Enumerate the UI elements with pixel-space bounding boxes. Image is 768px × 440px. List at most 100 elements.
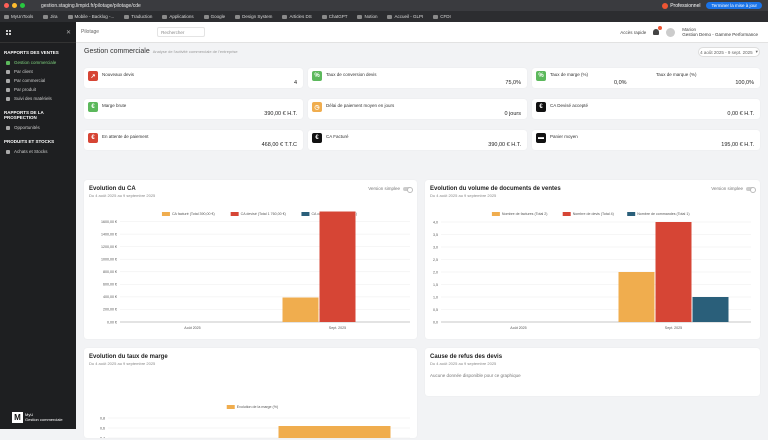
- legend-swatch: [226, 405, 235, 409]
- sidebar-item-icon: [6, 69, 10, 74]
- bookmark-item[interactable]: Accueil - GLPI: [387, 14, 423, 19]
- bell-icon[interactable]: [653, 26, 663, 35]
- kpi-value: 0 jours: [504, 111, 521, 117]
- y-tick-label: 3,5: [433, 233, 438, 237]
- simple-version-toggle[interactable]: Version simplee: [711, 186, 756, 193]
- kpi-card: € CA Devisé accepté 0,00 € H.T.: [532, 99, 760, 119]
- kpi-label: Taux de conversion devis: [326, 72, 377, 77]
- euro-icon: €: [536, 102, 546, 112]
- y-tick-label: 3,0: [433, 245, 438, 249]
- y-tick-label: 0,6: [100, 426, 105, 430]
- kpi-label: Nouveaux devis: [102, 72, 135, 77]
- folder-icon: [124, 14, 130, 19]
- y-tick-label: 2,5: [433, 258, 438, 262]
- kpi-card: € En attente de paiement 468,00 € T.T.C: [84, 130, 303, 150]
- legend-swatch: [562, 212, 571, 216]
- search-input[interactable]: Rechercher: [157, 27, 206, 37]
- bookmark-label: Mobile - Backlog -...: [74, 14, 115, 19]
- bookmark-item[interactable]: Applications: [162, 14, 194, 19]
- user-org: Gestion Demo - Gamme Performance: [682, 32, 758, 37]
- y-tick-label: 600,00 €: [103, 283, 117, 287]
- bookmark-item[interactable]: Jira: [43, 14, 58, 19]
- bookmark-label: Design System: [242, 14, 273, 19]
- user-menu[interactable]: Marion Gestion Demo - Gamme Performance: [682, 27, 758, 38]
- panel-ca: Evolution du CA Du 4 août 2025 au 9 sept…: [84, 180, 417, 339]
- toggle-switch[interactable]: [746, 186, 756, 193]
- sidebar-item-icon: [6, 96, 10, 101]
- window-controls[interactable]: [4, 3, 25, 8]
- bookmark-item[interactable]: CFDI: [433, 14, 451, 19]
- avatar[interactable]: [666, 27, 676, 37]
- folder-icon: [162, 14, 168, 19]
- y-tick-label: 0,0: [433, 320, 438, 324]
- bookmark-item[interactable]: Articles DS: [282, 14, 312, 19]
- sidebar-item-icon: [6, 87, 10, 92]
- panel-docs: Evolution du volume de documents de vent…: [425, 180, 760, 339]
- bookmark-label: MyUnTools: [11, 14, 34, 19]
- sidebar-item-label: Opportunités: [14, 125, 40, 130]
- percent-icon: %: [312, 71, 322, 81]
- bookmark-item[interactable]: Traduction: [124, 14, 152, 19]
- sidebar-item[interactable]: Gestion commerciale: [0, 58, 76, 67]
- legend-swatch: [301, 212, 310, 216]
- bookmark-item[interactable]: ChatGPT: [321, 14, 347, 19]
- sidebar-item[interactable]: Par client: [0, 67, 76, 76]
- sidebar-section-title: RAPPORTS DE LA PROSPECTION: [4, 110, 44, 120]
- address-bar[interactable]: gestion.staging.limpid.fr/pilotage/pilot…: [41, 2, 141, 9]
- simple-version-toggle[interactable]: Version simplee: [368, 186, 413, 193]
- legend-label: Nombre de commandes (Total 1): [637, 212, 689, 216]
- legend-swatch: [161, 212, 170, 216]
- toggle-switch[interactable]: [403, 186, 413, 193]
- sidebar-item-label: Par client: [14, 69, 33, 74]
- kpi-label: CA Devisé accepté: [550, 103, 589, 108]
- date-range-label: 4 août 2025 - 9 sept. 2025: [700, 49, 753, 55]
- chart-bar: [692, 297, 729, 322]
- main-content: Gestion commerciale Analyse de l'activit…: [76, 43, 768, 440]
- ca-chart: CA facturé (Total 390,00 €) CA devisé (To…: [101, 211, 410, 330]
- bookmark-item[interactable]: Design System: [235, 14, 272, 19]
- folder-icon: [67, 14, 73, 19]
- kpi-value: 100,0%: [735, 80, 754, 86]
- notification-badge: [658, 26, 663, 30]
- sidebar-item[interactable]: Suivi des matériels: [0, 94, 76, 103]
- profile-button[interactable]: Professionnel: [662, 2, 700, 9]
- toggle-label: Version simplee: [711, 186, 743, 191]
- bookmark-label: Articles DS: [289, 14, 312, 19]
- folder-icon: [357, 14, 363, 19]
- kpi-value: 195,00 € H.T.: [721, 142, 754, 148]
- bookmark-label: Accueil - GLPI: [394, 14, 424, 19]
- bookmark-item[interactable]: Google: [203, 14, 225, 19]
- bookmark-label: Applications: [169, 14, 194, 19]
- euro-icon: €: [312, 133, 322, 143]
- chart-bar: [278, 426, 391, 440]
- kpi-label: Délai de paiement moyen en jours: [326, 103, 395, 108]
- sidebar-item[interactable]: Par produit: [0, 85, 76, 94]
- folder-icon: [433, 14, 439, 19]
- apps-grid-icon[interactable]: [6, 29, 11, 35]
- sidebar-item[interactable]: Achats et Stocks: [0, 147, 76, 156]
- panel-marge: Evolution du taux de marge Du 4 août 202…: [84, 348, 417, 440]
- panel-subtitle: Du 4 août 2025 au 9 septembre 2025: [89, 193, 156, 198]
- chart-bar: [282, 297, 319, 322]
- sidebar: ✕ RAPPORTS DES VENTES Gestion commerciale…: [0, 22, 76, 429]
- y-tick-label: 0,4: [100, 436, 105, 438]
- kpi-card: % Taux de conversion devis 75,0%: [308, 68, 527, 88]
- bookmark-item[interactable]: MyUnTools: [4, 14, 33, 19]
- sidebar-item-label: Par produit: [14, 87, 37, 92]
- kpi-card: % Taux de marge (%) 0,0% Taux de marque (%)…: [532, 68, 760, 88]
- clock-icon: ◷: [312, 102, 322, 112]
- bookmark-item[interactable]: Notion: [357, 14, 377, 19]
- collapse-sidebar-icon[interactable]: ✕: [65, 29, 71, 36]
- chart-icon: ↗: [88, 71, 98, 81]
- chart-bar: [319, 211, 356, 322]
- quick-access-button[interactable]: Accès rapide: [620, 29, 647, 35]
- kpi-value: 468,00 € T.T.C: [261, 142, 297, 148]
- date-range-picker[interactable]: 4 août 2025 - 9 sept. 2025 ▾: [698, 47, 760, 57]
- logo-text: MyU: [25, 412, 34, 417]
- sidebar-item[interactable]: Par commercial: [0, 76, 76, 85]
- bookmark-item[interactable]: Mobile - Backlog -...: [67, 14, 115, 19]
- sidebar-item[interactable]: Opportunités: [0, 123, 76, 132]
- panel-refus: Cause de refus des devis Du 4 août 2025 …: [425, 348, 760, 396]
- y-tick-label: 200,00 €: [103, 308, 117, 312]
- update-button[interactable]: Terminer la mise à jour: [706, 2, 762, 9]
